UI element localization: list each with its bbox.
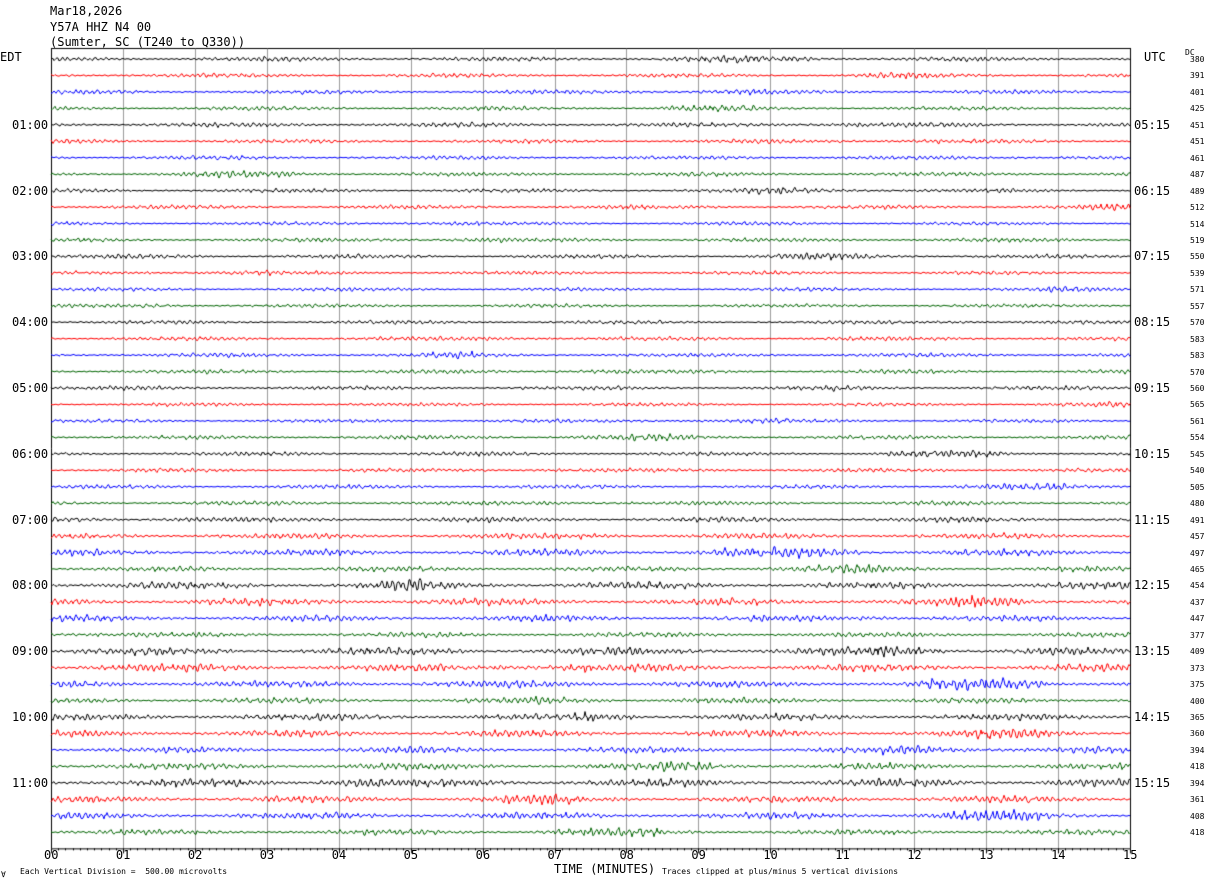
dc-offset-value: 583	[1190, 334, 1205, 344]
dc-offset-value: 451	[1190, 137, 1205, 147]
dc-offset-value: 497	[1190, 548, 1205, 558]
dc-offset-value: 565	[1190, 400, 1205, 410]
left-hour-label: 05:00	[12, 381, 49, 395]
dc-offset-value: 545	[1190, 449, 1205, 459]
dc-offset-value: 554	[1190, 433, 1205, 443]
dc-offset-value: 512	[1190, 203, 1205, 213]
left-hour-label: 10:00	[12, 710, 49, 724]
corner-mark: ∀	[1, 870, 6, 879]
right-hour-label: 11:15	[1134, 512, 1171, 527]
left-hour-label: 01:00	[12, 117, 49, 132]
dc-offset-value: 401	[1190, 87, 1205, 97]
x-tick-label: 11	[835, 848, 850, 862]
x-tick-label: 07	[547, 848, 562, 862]
right-hour-label: 07:15	[1134, 249, 1171, 264]
station-title: Y57A HHZ N4 00	[50, 20, 152, 34]
x-tick-label: 14	[1051, 848, 1066, 862]
x-axis-label: TIME (MINUTES)	[554, 862, 656, 876]
dc-offset-value: 360	[1190, 729, 1205, 739]
dc-offset-value: 487	[1190, 170, 1205, 180]
dc-offset-value: 571	[1190, 285, 1205, 295]
left-hour-label: 08:00	[12, 578, 49, 593]
dc-offset-value: 480	[1190, 499, 1205, 509]
x-tick-label: 02	[187, 848, 203, 862]
dc-offset-value: 380	[1190, 55, 1205, 64]
left-hour-label: 09:00	[12, 644, 49, 659]
dc-offset-value: 451	[1190, 120, 1205, 130]
dc-offset-value: 400	[1190, 696, 1205, 706]
dc-offset-value: 391	[1190, 71, 1205, 81]
left-hour-label: 03:00	[12, 249, 49, 264]
dc-offset-value: 457	[1190, 532, 1205, 542]
right-hour-label: 10:15	[1134, 446, 1171, 461]
scale-note: Each Vertical Division = 500.00 microvol…	[20, 867, 228, 876]
clip-note: Traces clipped at plus/minus 5 vertical …	[662, 867, 899, 876]
x-tick-label: 04	[331, 848, 347, 862]
dc-offset-value: 461	[1190, 153, 1205, 163]
left-hour-label: 11:00	[12, 775, 49, 790]
dc-offset-value: 409	[1190, 647, 1205, 657]
right-hour-label: 05:15	[1134, 117, 1171, 132]
dc-offset-value: 394	[1190, 745, 1205, 755]
right-hour-label: 12:15	[1134, 578, 1171, 593]
dc-offset-value: 570	[1190, 367, 1205, 377]
dc-header-label: DC	[1185, 48, 1195, 57]
x-tick-label: 13	[979, 848, 994, 862]
dc-offset-value: 519	[1190, 235, 1205, 245]
x-tick-label: 03	[259, 848, 275, 862]
dc-offset-value: 375	[1190, 680, 1205, 690]
dc-offset-value: 557	[1190, 301, 1205, 311]
dc-offset-value: 454	[1190, 581, 1205, 591]
dc-offset-value: 539	[1190, 268, 1205, 278]
x-tick-label: 00	[44, 848, 59, 862]
dc-offset-value: 408	[1190, 811, 1205, 821]
right-hour-label: 09:15	[1134, 381, 1171, 395]
dc-offset-value: 561	[1190, 416, 1205, 426]
station-location: (Sumter, SC (T240 to Q330))	[50, 35, 246, 49]
left-hour-label: 04:00	[12, 315, 49, 330]
right-hour-label: 13:15	[1134, 644, 1171, 659]
dc-offset-value: 560	[1190, 384, 1205, 393]
x-tick-label: 06	[475, 848, 491, 862]
right-timezone-label: UTC	[1144, 50, 1166, 64]
dc-offset-value: 505	[1190, 482, 1205, 492]
left-hour-label: 07:00	[12, 512, 49, 527]
dc-offset-value: 489	[1190, 186, 1205, 196]
x-tick-label: 01	[115, 848, 131, 862]
dc-offset-value: 465	[1190, 564, 1205, 574]
plot-date: Mar18,2026	[50, 4, 123, 18]
right-hour-label: 15:15	[1134, 775, 1171, 790]
right-hour-label: 08:15	[1134, 315, 1171, 330]
dc-offset-value: 365	[1190, 713, 1205, 722]
dc-offset-value: 514	[1190, 219, 1205, 229]
left-timezone-label: EDT	[0, 50, 22, 64]
right-hour-label: 14:15	[1134, 710, 1171, 724]
left-hour-label: 06:00	[12, 446, 49, 461]
dc-offset-value: 491	[1190, 515, 1205, 525]
dc-offset-value: 550	[1190, 252, 1205, 262]
dc-offset-value: 437	[1190, 597, 1205, 607]
x-tick-label: 08	[619, 848, 634, 862]
x-tick-label: 12	[907, 848, 922, 862]
dc-offset-value: 361	[1190, 795, 1205, 805]
dc-offset-value: 418	[1190, 828, 1205, 838]
dc-offset-value: 447	[1190, 614, 1205, 624]
dc-offset-value: 583	[1190, 351, 1205, 361]
dc-offset-value: 418	[1190, 762, 1205, 772]
x-tick-label: 09	[691, 848, 706, 862]
x-tick-label: 05	[403, 848, 419, 862]
dc-offset-value: 425	[1190, 104, 1205, 114]
left-hour-label: 02:00	[12, 183, 49, 198]
dc-offset-value: 570	[1190, 318, 1205, 328]
x-tick-label: 10	[763, 848, 778, 862]
dc-offset-value: 373	[1190, 663, 1205, 673]
x-tick-label: 15	[1123, 848, 1138, 862]
dc-offset-value: 394	[1190, 778, 1205, 788]
right-hour-label: 06:15	[1134, 183, 1171, 198]
dc-offset-value: 540	[1190, 466, 1205, 476]
dc-offset-value: 377	[1190, 630, 1205, 640]
